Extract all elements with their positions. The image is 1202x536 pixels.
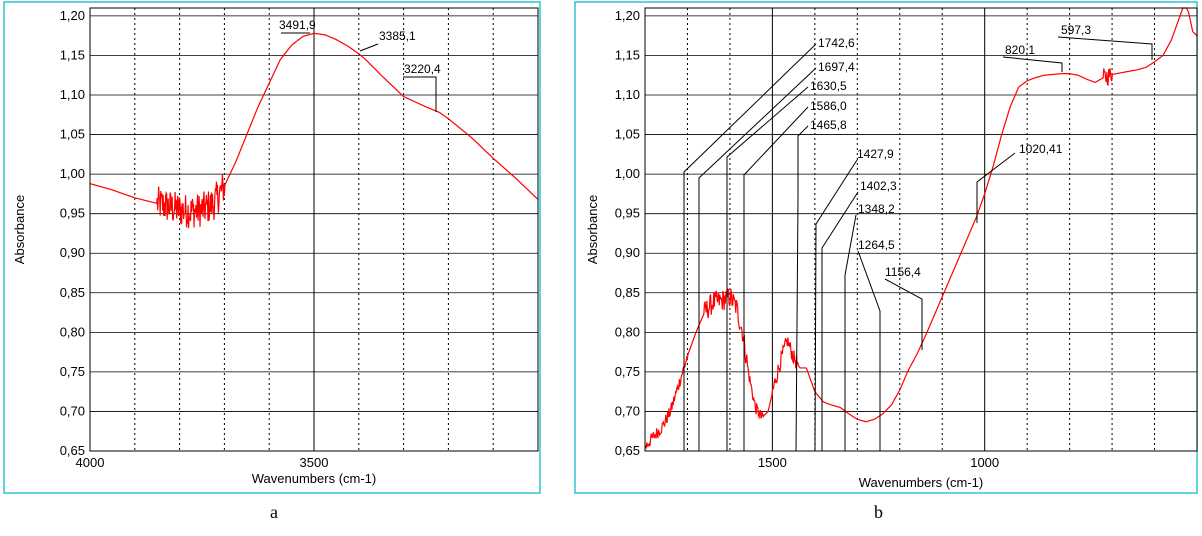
peak-label: 820,1 (1005, 43, 1035, 57)
peak-leader-line (683, 43, 817, 451)
peak-leader-line (698, 67, 817, 451)
x-tick-label: 1500 (758, 455, 787, 470)
x-tick-label: 1000 (970, 455, 999, 470)
x-tick-label: 3500 (300, 455, 329, 470)
panel-b-spectrum: 1,20 1,15 1,10 1,05 1,00 0,95 0,90 0,85 0,80 0,75… (574, 1, 1198, 494)
y-tick-label: 0,95 (60, 206, 85, 221)
peak-label: 1697,4 (818, 60, 855, 74)
peak-label: 1156,4 (885, 265, 921, 279)
peak-label: 1427,9 (857, 147, 894, 161)
y-tick-label: 0,65 (60, 443, 85, 458)
peak-label: 1630,5 (810, 79, 847, 93)
plot-area (645, 8, 1197, 451)
peak-leader-line (795, 125, 809, 452)
y-tick-label: 0,80 (615, 324, 640, 339)
peak-label: 1348,2 (858, 202, 895, 216)
peak-label: 3491,9 (279, 18, 316, 32)
y-tick-label: 0,65 (615, 443, 640, 458)
panel-b-label: b (874, 502, 883, 522)
y-tick-label: 0,75 (60, 364, 85, 379)
panel-a-spectrum: 1,20 1,15 1,10 1,05 1,00 0,95 0,90 0,85 0,80 0,75… (3, 1, 541, 494)
plot-border (89, 7, 539, 452)
y-tick-label: 0,75 (615, 364, 640, 379)
x-tick-label: 4000 (76, 455, 105, 470)
y-tick-label: 0,70 (60, 403, 85, 418)
peak-leader-line (884, 278, 923, 350)
y-tick-label: 1,05 (60, 127, 85, 142)
y-tick-label: 1,20 (615, 8, 640, 23)
y-tick-label: 0,70 (615, 403, 640, 418)
y-tick-label: 1,20 (60, 8, 85, 23)
peak-label: 1586,0 (810, 99, 847, 113)
peak-label: 3385,1 (379, 29, 416, 43)
plot-border (644, 7, 1198, 452)
y-tick-label: 1,00 (615, 166, 640, 181)
peak-label: 1020,41 (1019, 142, 1063, 156)
y-tick-label: 1,00 (60, 166, 85, 181)
peak-leader-line (1057, 36, 1153, 60)
spectrum-line (644, 7, 1198, 450)
peak-leader-line (844, 214, 857, 451)
peak-label: 1465,8 (810, 118, 847, 132)
peak-label: 3220,4 (404, 62, 441, 76)
peak-label: 597,3 (1061, 23, 1091, 37)
y-tick-label: 1,10 (60, 87, 85, 102)
y-tick-label: 1,05 (615, 127, 640, 142)
peak-label: 1402,3 (860, 179, 897, 193)
peak-leader-line (821, 191, 859, 451)
y-tick-label: 0,85 (615, 285, 640, 300)
y-tick-label: 1,10 (615, 87, 640, 102)
y-tick-label: 1,15 (615, 47, 640, 62)
peak-leader-line (857, 250, 881, 451)
y-tick-label: 0,80 (60, 324, 85, 339)
spectrum-line (89, 32, 539, 229)
peak-leader-line (403, 76, 437, 112)
y-tick-label: 0,85 (60, 285, 85, 300)
peak-leader-line (1002, 56, 1063, 72)
peak-leader-line (976, 152, 1016, 223)
peak-leader-line (359, 43, 379, 52)
peak-label: 1264,5 (858, 238, 895, 252)
y-tick-label: 0,95 (615, 206, 640, 221)
y-axis-title: Absorbance (585, 195, 600, 264)
panel-a-label: a (270, 502, 278, 522)
peak-leader-line (814, 159, 858, 452)
y-axis-title: Absorbance (12, 195, 27, 264)
peak-leader-line (743, 106, 809, 451)
peak-leader-line (726, 86, 809, 451)
y-tick-label: 0,90 (615, 245, 640, 260)
peak-label: 1742,6 (818, 36, 855, 50)
x-axis-title: Wavenumbers (cm-1) (252, 471, 376, 486)
y-tick-label: 0,90 (60, 245, 85, 260)
y-tick-label: 1,15 (60, 47, 85, 62)
x-axis-title: Wavenumbers (cm-1) (859, 475, 983, 490)
